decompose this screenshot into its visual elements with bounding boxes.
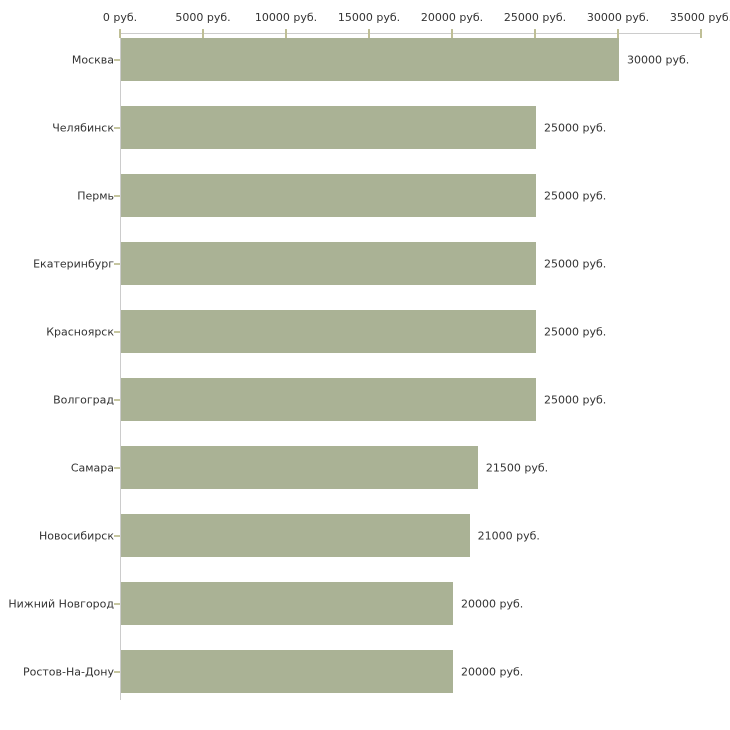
category-tick xyxy=(114,194,120,197)
bar xyxy=(121,310,536,353)
category-tick xyxy=(114,670,120,673)
x-axis-tick xyxy=(368,29,370,38)
category-tick xyxy=(114,398,120,401)
category-label: Самара xyxy=(70,461,114,474)
bar xyxy=(121,446,478,489)
bar xyxy=(121,106,536,149)
category-tick xyxy=(114,126,120,129)
x-axis-tick-label: 10000 руб. xyxy=(254,11,318,24)
category-label: Волгоград xyxy=(53,393,114,406)
category-label: Ростов-На-Дону xyxy=(22,665,114,678)
bar-value-label: 25000 руб. xyxy=(544,325,607,338)
x-axis-tick-label: 15000 руб. xyxy=(337,11,401,24)
x-axis-tick xyxy=(617,29,619,38)
x-axis-tick xyxy=(119,29,121,38)
category-tick xyxy=(114,602,120,605)
category-label: Екатеринбург xyxy=(33,257,114,270)
x-axis-tick xyxy=(534,29,536,38)
bar-value-label: 25000 руб. xyxy=(544,257,607,270)
bar-value-label: 25000 руб. xyxy=(544,393,607,406)
bar xyxy=(121,582,453,625)
category-label: Пермь xyxy=(77,189,114,202)
bar-value-label: 21500 руб. xyxy=(485,461,549,474)
bar-value-label: 25000 руб. xyxy=(544,121,607,134)
x-axis-tick-label: 30000 руб. xyxy=(586,11,650,24)
x-axis-line xyxy=(120,33,702,34)
category-label: Челябинск xyxy=(52,121,114,134)
category-label: Нижний Новгород xyxy=(8,597,114,610)
x-axis-tick xyxy=(285,29,287,38)
category-label: Новосибирск xyxy=(38,529,114,542)
category-label: Красноярск xyxy=(46,325,114,338)
x-axis-tick-label: 5000 руб. xyxy=(175,11,231,24)
x-axis-tick-label: 25000 руб. xyxy=(503,11,567,24)
y-axis-line xyxy=(120,33,121,700)
category-tick xyxy=(114,58,120,61)
bar xyxy=(121,174,536,217)
x-axis-tick xyxy=(700,29,702,38)
x-axis-tick-label: 35000 руб. xyxy=(669,11,730,24)
category-tick xyxy=(114,330,120,333)
x-axis-tick-label: 20000 руб. xyxy=(420,11,484,24)
bar xyxy=(121,242,536,285)
bar-value-label: 21000 руб. xyxy=(477,529,540,542)
x-axis-tick-label: 0 руб. xyxy=(102,11,138,24)
bar xyxy=(121,514,470,557)
x-axis-tick xyxy=(451,29,453,38)
bar xyxy=(121,650,453,693)
bar-value-label: 20000 руб. xyxy=(461,597,524,610)
x-axis-tick xyxy=(202,29,204,38)
category-tick xyxy=(114,262,120,265)
bar-value-label: 30000 руб. xyxy=(627,53,690,66)
category-tick xyxy=(114,534,120,537)
bar-value-label: 20000 руб. xyxy=(461,665,524,678)
bar-value-label: 25000 руб. xyxy=(544,189,607,202)
bar xyxy=(121,38,619,81)
category-label: Москва xyxy=(71,53,114,66)
category-tick xyxy=(114,466,120,469)
bar xyxy=(121,378,536,421)
